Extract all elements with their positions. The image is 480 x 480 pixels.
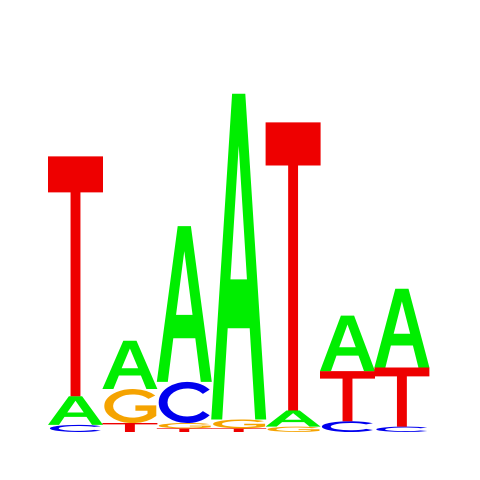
logo-column-3 xyxy=(156,226,212,432)
logo-letter-a xyxy=(156,226,212,382)
logo-letter-t xyxy=(211,428,267,432)
logo-letter-t xyxy=(48,156,103,397)
logo-letter-t xyxy=(374,367,430,427)
logo-letter-c xyxy=(158,381,210,424)
logo-letter-g xyxy=(158,423,211,429)
logo-stacks xyxy=(48,93,430,432)
logo-letter-g xyxy=(104,389,157,424)
logo-letter-t xyxy=(156,428,212,432)
logo-letter-t xyxy=(102,423,158,432)
logo-letter-c xyxy=(376,426,428,432)
logo-letter-t xyxy=(320,371,375,422)
logo-letter-a xyxy=(48,396,103,425)
logo-letter-g xyxy=(213,419,266,429)
logo-column-7 xyxy=(374,288,430,432)
logo-letter-a xyxy=(211,93,267,420)
logo-letter-a xyxy=(102,340,158,390)
logo-letter-a xyxy=(374,288,430,368)
logo-letter-c xyxy=(321,421,373,432)
logo-letter-g xyxy=(267,426,320,432)
logo-letter-c xyxy=(49,424,101,432)
logo-letter-t xyxy=(265,122,321,411)
logo-column-5 xyxy=(265,122,321,432)
logo-column-1 xyxy=(48,156,103,432)
logo-letter-a xyxy=(265,410,321,427)
logo-column-6 xyxy=(320,315,375,432)
logo-column-4 xyxy=(211,93,267,432)
logo-letter-a xyxy=(320,315,375,372)
logo-column-2 xyxy=(102,340,158,432)
